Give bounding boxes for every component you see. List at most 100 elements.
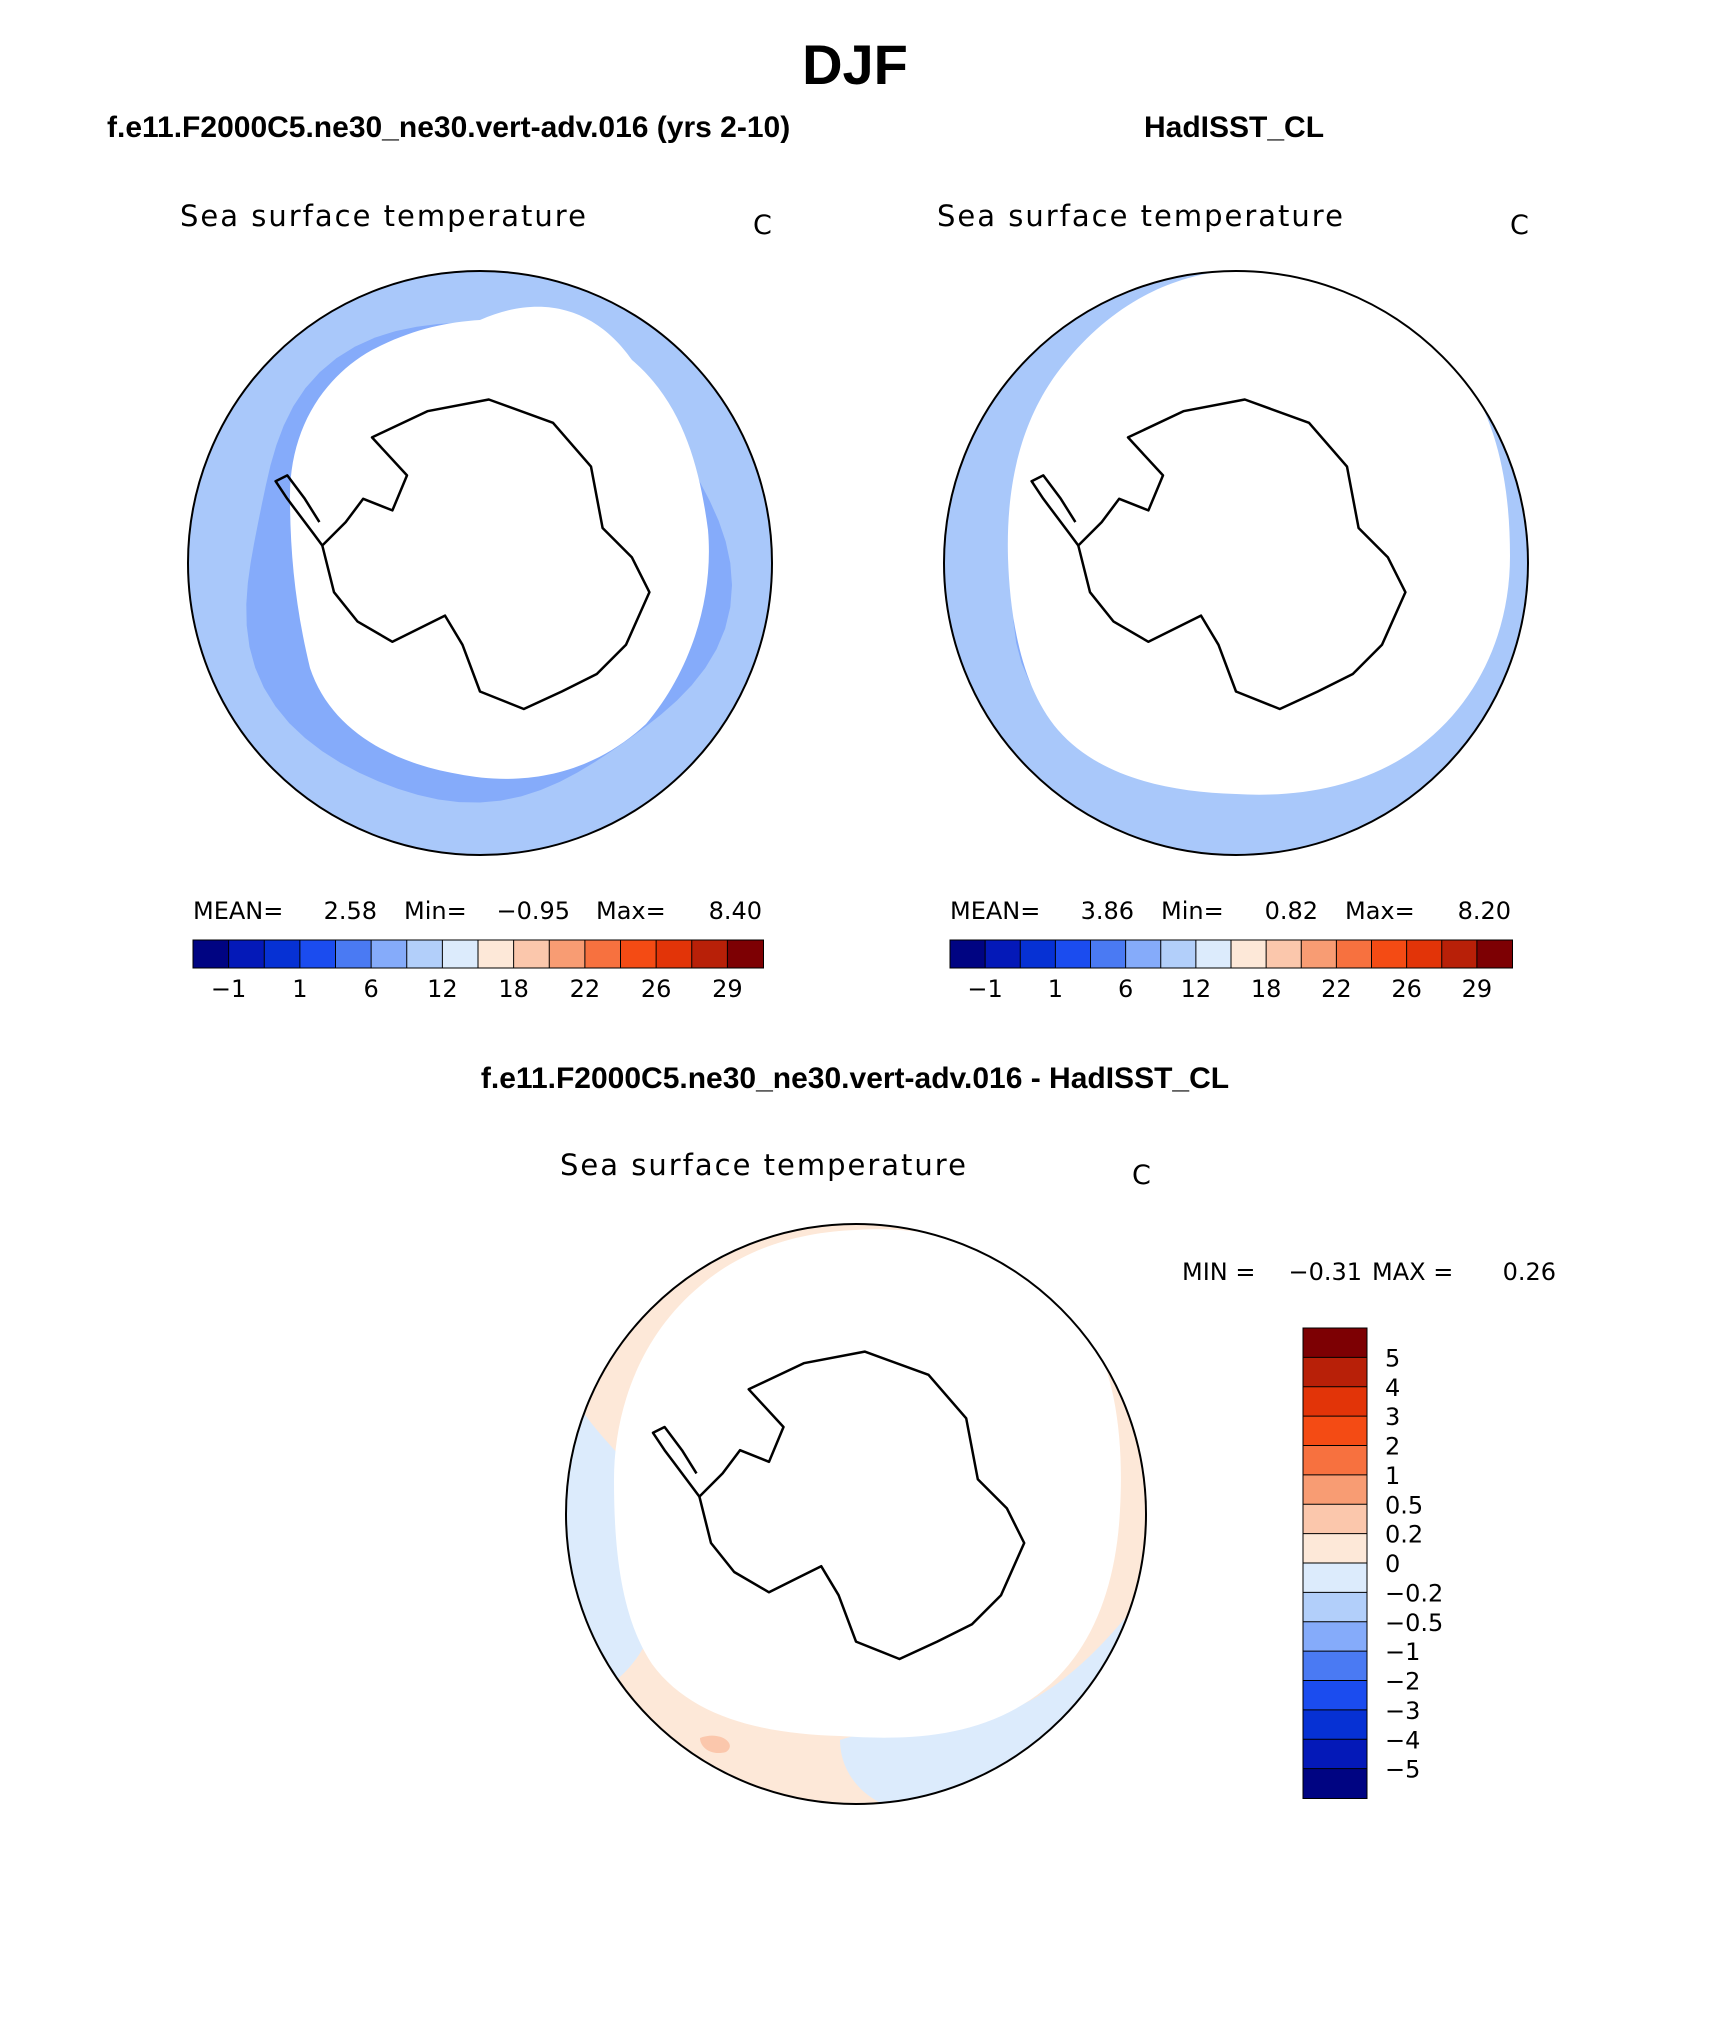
panel-diff-min-value: −0.31 [1288, 1258, 1362, 1286]
panel-obs-mean-value: 3.86 [1081, 897, 1134, 925]
panel-diff-warm-spot [700, 1735, 730, 1754]
panel-diff-units: C [1132, 1160, 1151, 1191]
panel-diff-cool-patch-south [840, 1600, 1141, 1804]
colorbar-swatch [1125, 939, 1162, 969]
colorbar-tick-label: −2 [1385, 1668, 1420, 1696]
panel-model-field-title: Sea surface temperature [180, 199, 588, 233]
colorbar-swatch [299, 939, 337, 969]
colorbar-tick-label: 22 [1321, 975, 1352, 1003]
colorbar-swatch [548, 939, 586, 969]
panel-model-mean-value: 2.58 [324, 897, 377, 925]
panel-model-map [188, 271, 772, 855]
colorbar-tick-label: −1 [1385, 1638, 1420, 1666]
panel-diff-header: f.e11.F2000C5.ne30_ne30.vert-adv.016 - H… [481, 1062, 1229, 1095]
colorbar-swatch [726, 939, 764, 969]
colorbar-swatch [1054, 939, 1092, 969]
colorbar-swatch [513, 939, 551, 969]
colorbar-tick-label: 6 [1118, 975, 1133, 1003]
panel-diff-field-title: Sea surface temperature [560, 1148, 968, 1182]
colorbar-swatch [1302, 1503, 1368, 1535]
colorbar-swatch [1302, 1356, 1368, 1388]
colorbar-tick-label: −5 [1385, 1756, 1420, 1784]
panel-obs-peninsula-coastline [1030, 474, 1080, 547]
colorbar-swatch [584, 939, 622, 969]
colorbar-tick-label: −4 [1385, 1726, 1420, 1754]
colorbar-tick-label: 12 [1181, 975, 1212, 1003]
panel-model-header: f.e11.F2000C5.ne30_ne30.vert-adv.016 (yr… [107, 111, 790, 144]
colorbar-swatch [620, 939, 658, 969]
panel-diff-peninsula-coastline [651, 1425, 701, 1498]
colorbar-swatch [1302, 1738, 1368, 1770]
colorbar-tick-label: −0.5 [1385, 1609, 1443, 1637]
colorbar-swatch [1302, 1386, 1368, 1418]
panel-model-mean-label: MEAN= [193, 897, 283, 925]
panel-model-min-value: −0.95 [496, 897, 570, 925]
panel-obs-units: C [1510, 210, 1529, 241]
colorbar-swatch [1090, 939, 1127, 969]
colorbar-swatch [406, 939, 444, 969]
colorbar-tick-label: 2 [1385, 1433, 1400, 1461]
colorbar-tick-label: 3 [1385, 1403, 1400, 1431]
colorbar-tick-label: 1 [1048, 975, 1063, 1003]
colorbar-swatch [1441, 939, 1478, 969]
colorbar-swatch [1302, 1445, 1368, 1476]
colorbar-tick-label: −0.2 [1385, 1579, 1443, 1607]
colorbar-swatch [192, 939, 230, 969]
colorbar-swatch [1300, 939, 1338, 969]
colorbar-swatch [1335, 939, 1373, 969]
panel-model-peninsula-coastline [274, 474, 324, 547]
colorbar-tick-label: 4 [1385, 1374, 1400, 1402]
colorbar-tick-label: −3 [1385, 1697, 1420, 1725]
colorbar-tick-label: 0.2 [1385, 1521, 1423, 1549]
colorbar-tick-label: −1 [211, 975, 246, 1003]
panel-diff-min-label: MIN = [1182, 1258, 1255, 1286]
panel-model-colorbar: −1 1 6 12 18 22 26 29 [192, 939, 764, 1003]
colorbar-swatch [1302, 1591, 1368, 1623]
panel-diff: f.e11.F2000C5.ne30_ne30.vert-adv.016 - H… [481, 1062, 1556, 1805]
panel-obs-colorbar: −1 1 6 12 18 22 26 29 [949, 939, 1513, 1003]
colorbar-tick-label: 26 [641, 975, 672, 1003]
panel-model-min-label: Min= [404, 897, 467, 925]
panel-model-map-frame [187, 270, 773, 856]
panel-obs-field-title: Sea surface temperature [937, 199, 1345, 233]
colorbar-swatch [1302, 1415, 1368, 1447]
colorbar-tick-label: 0.5 [1385, 1491, 1423, 1519]
colorbar-tick-label: 12 [427, 975, 458, 1003]
panel-obs-max-label: Max= [1345, 897, 1415, 925]
colorbar-swatch [1371, 939, 1408, 969]
colorbar-swatch [1302, 1650, 1368, 1682]
colorbar-swatch [1476, 939, 1513, 969]
colorbar-swatch [1195, 939, 1232, 969]
panel-model-antarctica-coastline [321, 398, 651, 711]
colorbar-tick-label: 0 [1385, 1550, 1400, 1578]
colorbar-tick-label: 26 [1391, 975, 1422, 1003]
colorbar-tick-label: 6 [363, 975, 378, 1003]
colorbar-swatch [1160, 939, 1197, 969]
colorbar-swatch [477, 939, 515, 969]
panel-diff-antarctica-coastline [698, 1350, 1026, 1661]
colorbar-tick-label: 29 [1462, 975, 1493, 1003]
colorbar-swatch [441, 939, 479, 969]
colorbar-swatch [1302, 1533, 1368, 1564]
panel-obs-antarctica-coastline [1077, 398, 1407, 711]
colorbar-tick-label: 22 [570, 975, 601, 1003]
panel-model-max-label: Max= [596, 897, 666, 925]
colorbar-tick-label: 1 [1385, 1462, 1400, 1490]
colorbar-swatch [984, 939, 1022, 969]
panel-obs-max-value: 8.20 [1458, 897, 1511, 925]
colorbar-tick-label: 5 [1385, 1344, 1400, 1372]
colorbar-tick-label: 29 [712, 975, 743, 1003]
panel-model: f.e11.F2000C5.ne30_ne30.vert-adv.016 (yr… [107, 111, 790, 1003]
panel-obs-mean-label: MEAN= [950, 897, 1040, 925]
colorbar-swatch [1302, 1709, 1368, 1741]
colorbar-swatch [1302, 1327, 1368, 1359]
colorbar-tick-label: 18 [498, 975, 529, 1003]
panel-diff-max-label: MAX = [1372, 1258, 1453, 1286]
colorbar-swatch [1302, 1562, 1368, 1594]
colorbar-swatch [1230, 939, 1268, 969]
colorbar-tick-label: 18 [1251, 975, 1282, 1003]
colorbar-swatch [655, 939, 693, 969]
colorbar-swatch [1302, 1474, 1368, 1506]
colorbar-swatch [228, 939, 266, 969]
